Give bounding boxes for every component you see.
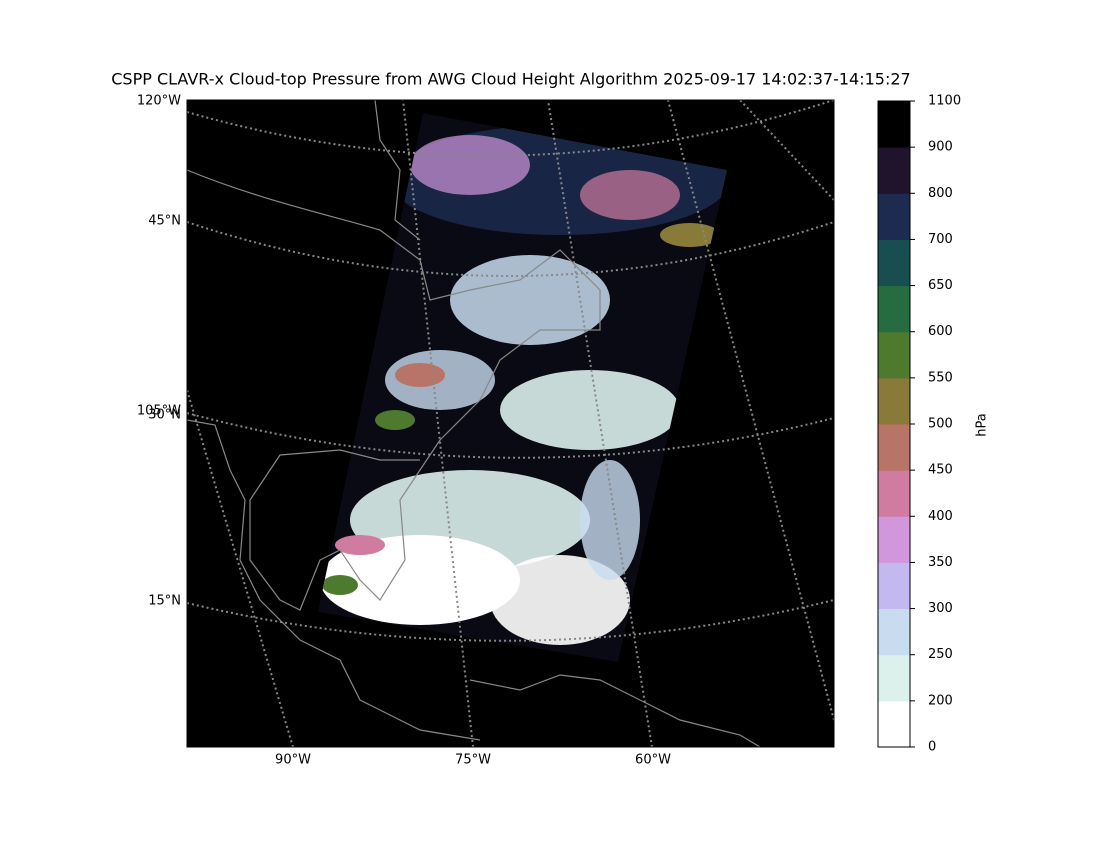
colorbar-tick-label: 900 xyxy=(928,140,953,155)
colorbar-tick-label: 300 xyxy=(928,601,953,616)
map-frame xyxy=(186,99,835,748)
satellite-swath xyxy=(318,113,727,662)
colorbar-segment xyxy=(878,700,910,748)
colorbar-segment xyxy=(878,285,910,333)
colorbar-segment xyxy=(878,470,910,517)
colorbar-tick-label: 450 xyxy=(928,463,953,478)
colorbar-tick-label: 700 xyxy=(928,232,953,247)
colorbar-tick-label: 1100 xyxy=(928,94,961,109)
longitude-label: 60°W xyxy=(635,753,671,768)
map xyxy=(187,100,834,747)
colorbar-segment xyxy=(878,516,910,563)
colorbar: 0 200 250 300 350 400 450 500 550 600 650 700 800 900… xyxy=(877,94,961,755)
latitude-label: 15°N xyxy=(148,594,181,609)
colorbar-segment xyxy=(878,147,910,194)
colorbar-tick-label: 350 xyxy=(928,555,953,570)
longitude-label: 90°W xyxy=(275,753,311,768)
colorbar-label: hPa xyxy=(975,413,990,436)
colorbar-segment xyxy=(878,608,910,656)
colorbar-segment xyxy=(878,239,910,287)
longitude-label: 75°W xyxy=(455,753,491,768)
colorbar-tick-label: 250 xyxy=(928,647,953,662)
map-title: CSPP CLAVR-x Cloud-top Pressure from AWG… xyxy=(111,70,910,89)
colorbar-segment xyxy=(878,101,910,148)
colorbar-tick-label: 500 xyxy=(928,417,953,432)
latitude-label: 30°N xyxy=(148,408,181,423)
colorbar-tick-label: 400 xyxy=(928,509,953,524)
colorbar-tick-label: 600 xyxy=(928,324,953,339)
longitude-label: 120°W xyxy=(137,94,181,109)
colorbar-tick-label: 550 xyxy=(928,370,953,385)
colorbar-segment xyxy=(878,562,910,610)
colorbar-segment xyxy=(878,424,910,471)
colorbar-tick-label: 0 xyxy=(928,740,936,755)
colorbar-segment xyxy=(878,654,910,702)
latitude-label: 45°N xyxy=(148,214,181,229)
colorbar-segment xyxy=(878,377,910,425)
colorbar-tick-label: 200 xyxy=(928,693,953,708)
colorbar-segment xyxy=(878,331,910,379)
colorbar-tick-label: 800 xyxy=(928,186,953,201)
colorbar-segment xyxy=(878,193,910,240)
longitude-label: 105°W xyxy=(137,404,181,419)
colorbar-tick-label: 650 xyxy=(928,278,953,293)
